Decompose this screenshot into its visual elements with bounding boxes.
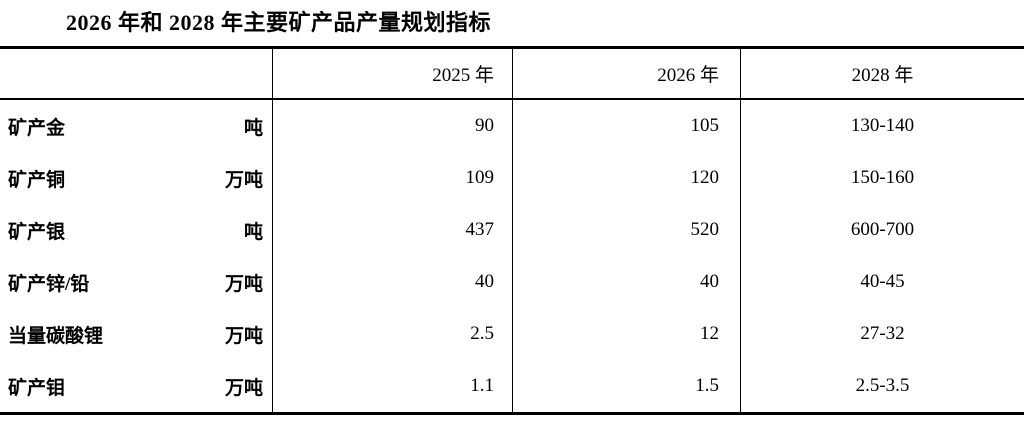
product-name: 矿产铜 (8, 169, 66, 191)
product-unit: 吨 (243, 117, 263, 139)
product-unit: 万吨 (224, 169, 263, 191)
mineral-production-table: 2025 年 2026 年 2028 年 矿产金 吨 90 105 130-14… (0, 46, 1024, 415)
table-row: 矿产钼 万吨 1.1 1.5 2.5-3.5 (0, 360, 1024, 412)
value-2028: 150-160 (740, 152, 1024, 204)
value-2028: 2.5-3.5 (740, 360, 1024, 412)
product-name: 矿产金 (8, 117, 66, 139)
table-row: 矿产银 吨 437 520 600-700 (0, 204, 1024, 256)
product-name: 矿产钼 (8, 377, 66, 399)
value-2025: 90 (272, 100, 512, 152)
value-2028: 40-45 (740, 256, 1024, 308)
header-2028: 2028 年 (740, 49, 1024, 98)
value-2028: 27-32 (740, 308, 1024, 360)
table-row: 矿产铜 万吨 109 120 150-160 (0, 152, 1024, 204)
header-2025: 2025 年 (272, 49, 512, 98)
value-2026: 520 (512, 204, 740, 256)
value-2026: 120 (512, 152, 740, 204)
value-2028: 600-700 (740, 204, 1024, 256)
table-row: 矿产锌/铅 万吨 40 40 40-45 (0, 256, 1024, 308)
value-2025: 40 (272, 256, 512, 308)
value-2025: 109 (272, 152, 512, 204)
value-2026: 40 (512, 256, 740, 308)
product-cell: 矿产锌/铅 万吨 (0, 256, 272, 308)
product-cell: 矿产银 吨 (0, 204, 272, 256)
table-title: 2026 年和 2028 年主要矿产品产量规划指标 (66, 10, 492, 35)
value-2026: 105 (512, 100, 740, 152)
value-2025: 2.5 (272, 308, 512, 360)
product-unit: 吨 (243, 221, 263, 243)
table-header-row: 2025 年 2026 年 2028 年 (0, 49, 1024, 100)
product-cell: 矿产铜 万吨 (0, 152, 272, 204)
value-2025: 1.1 (272, 360, 512, 412)
header-2026: 2026 年 (512, 49, 740, 98)
value-2028: 130-140 (740, 100, 1024, 152)
table-row: 当量碳酸锂 万吨 2.5 12 27-32 (0, 308, 1024, 360)
product-cell: 矿产金 吨 (0, 100, 272, 152)
header-empty-cell (0, 49, 272, 98)
value-2026: 12 (512, 308, 740, 360)
value-2026: 1.5 (512, 360, 740, 412)
document-page: 2026 年和 2028 年主要矿产品产量规划指标 2025 年 2026 年 … (0, 10, 1024, 415)
product-cell: 当量碳酸锂 万吨 (0, 308, 272, 360)
product-unit: 万吨 (224, 325, 263, 347)
product-unit: 万吨 (224, 377, 263, 399)
product-unit: 万吨 (224, 273, 263, 295)
product-name: 矿产银 (8, 221, 66, 243)
product-cell: 矿产钼 万吨 (0, 360, 272, 412)
product-name: 当量碳酸锂 (8, 325, 104, 347)
product-name: 矿产锌/铅 (8, 273, 90, 295)
table-row: 矿产金 吨 90 105 130-140 (0, 100, 1024, 152)
value-2025: 437 (272, 204, 512, 256)
